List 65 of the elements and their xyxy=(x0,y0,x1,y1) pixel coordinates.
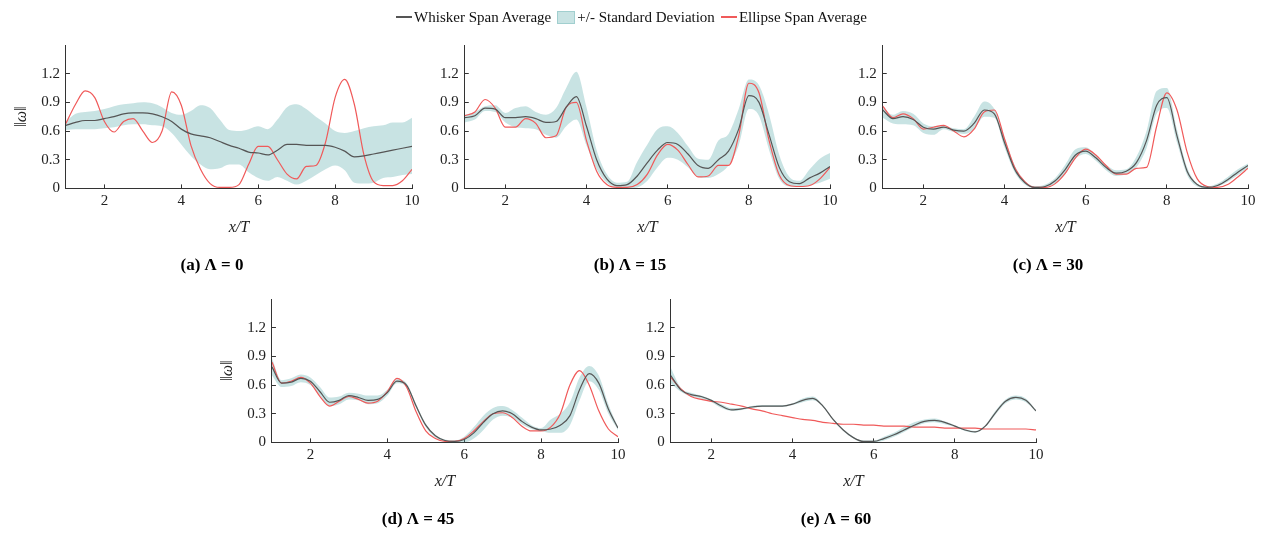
x-tick-label: 8 xyxy=(1163,192,1171,209)
y-tick-label: 0.9 xyxy=(440,93,459,110)
text: (b) Λ = 15 xyxy=(593,255,667,275)
y-tick-label: 1.2 xyxy=(247,318,266,335)
x-tick-label: 10 xyxy=(610,446,626,463)
y-tick-label: 1.2 xyxy=(41,64,60,81)
x-tick-label: 2 xyxy=(707,446,716,463)
x-tick-label: 8 xyxy=(537,446,545,463)
y-tick-label: 1.2 xyxy=(646,318,665,335)
x-tick-label: 10 xyxy=(822,192,838,209)
y-tick-label: 0.9 xyxy=(646,347,665,364)
y-tick-label: 0.3 xyxy=(646,404,665,421)
x-tick-label: 10 xyxy=(404,192,420,209)
x-axis-title: x/T xyxy=(842,472,865,490)
x-tick-label: 6 xyxy=(663,192,672,209)
y-tick-label: 0 xyxy=(451,179,459,196)
x-tick-label: 10 xyxy=(1028,446,1044,463)
y-tick-label: 0.3 xyxy=(247,404,266,421)
y-tick-label: 0 xyxy=(258,433,266,450)
y-tick-label: 0.6 xyxy=(247,375,267,392)
y-tick-label: 0.3 xyxy=(440,150,459,167)
x-tick-label: 4 xyxy=(1000,192,1009,209)
text: (e) Λ = 60 xyxy=(800,509,872,529)
x-tick-label: 6 xyxy=(254,192,263,209)
x-tick-label: 4 xyxy=(383,446,392,463)
y-tick-label: 0.6 xyxy=(646,375,666,392)
x-axis-title: x/T xyxy=(1054,218,1077,236)
x-tick-label: 8 xyxy=(951,446,959,463)
y-tick-label: 0.9 xyxy=(858,93,877,110)
x-axis-title: x/T xyxy=(636,218,659,236)
x-tick-label: 4 xyxy=(582,192,591,209)
x-axis-title: x/T xyxy=(433,472,457,490)
y-tick-label: 0.9 xyxy=(41,93,60,110)
x-tick-label: 8 xyxy=(331,192,339,209)
x-tick-label: 6 xyxy=(869,446,878,463)
x-tick-label: 2 xyxy=(100,192,109,209)
x-tick-label: 2 xyxy=(501,192,510,209)
y-tick-label: 1.2 xyxy=(440,64,459,81)
x-tick-label: 10 xyxy=(1240,192,1256,209)
x-tick-label: 8 xyxy=(745,192,753,209)
x-tick-label: 4 xyxy=(788,446,797,463)
legend-label: Ellipse Span Average xyxy=(738,8,867,26)
x-tick-label: 4 xyxy=(177,192,186,209)
y-tick-label: 0 xyxy=(657,433,665,450)
y-tick-label: 0.6 xyxy=(440,121,460,138)
y-axis-title: ‖ω‖ xyxy=(11,106,29,127)
y-tick-label: 0.9 xyxy=(247,347,266,364)
y-axis-title: ‖ω‖ xyxy=(217,360,235,381)
x-tick-label: 2 xyxy=(306,446,315,463)
text: (c) Λ = 30 xyxy=(1012,255,1084,275)
x-tick-label: 6 xyxy=(1081,192,1090,209)
x-axis-title: x/T xyxy=(227,218,251,236)
legend-label: +/- Standard Deviation xyxy=(577,8,715,26)
text: (d) Λ = 45 xyxy=(381,509,455,529)
legend-label: Whisker Span Average xyxy=(414,8,552,26)
y-tick-label: 0 xyxy=(52,179,60,196)
y-tick-label: 0.6 xyxy=(41,121,61,138)
y-tick-label: 0 xyxy=(869,179,877,196)
text: (a) Λ = 0 xyxy=(180,255,244,275)
y-tick-label: 0.3 xyxy=(41,150,60,167)
y-tick-label: 1.2 xyxy=(858,64,877,81)
y-tick-label: 0.3 xyxy=(858,150,877,167)
x-tick-label: 2 xyxy=(919,192,928,209)
x-tick-label: 6 xyxy=(460,446,469,463)
y-tick-label: 0.6 xyxy=(858,121,878,138)
